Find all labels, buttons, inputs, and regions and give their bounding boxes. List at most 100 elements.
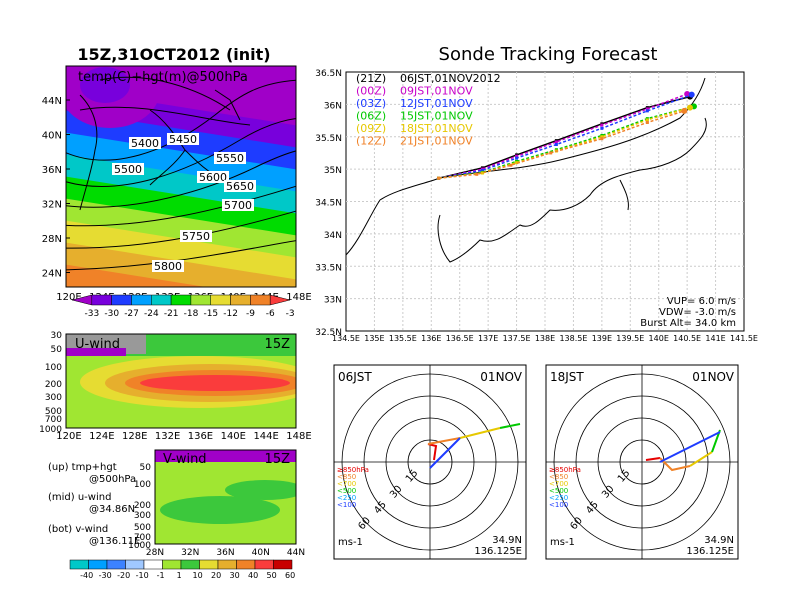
- launch-code: (09Z): [356, 122, 386, 135]
- temp-colorbar-box: [190, 294, 211, 306]
- temp-colorbar-box: [230, 294, 251, 306]
- uwind-lon-tick: 144E: [253, 431, 278, 442]
- track-point: [509, 163, 513, 167]
- polar-legend-item: <100: [337, 501, 356, 509]
- contour-label: 5550: [216, 152, 244, 165]
- contour-label: 5650: [226, 180, 254, 193]
- track-point: [685, 92, 689, 96]
- panel-legend-line: (up) tmp+hgt: [48, 462, 117, 473]
- temp-colorbar-label: -18: [184, 309, 199, 319]
- wind-colorbar-label: 20: [211, 571, 221, 580]
- wind-colorbar-box: [217, 559, 237, 570]
- temp-colorbar-box: [250, 294, 271, 306]
- track-point: [682, 109, 686, 113]
- temp-colorbar-box: [210, 294, 231, 306]
- contour-label-box: [112, 163, 144, 175]
- wind-colorbar-label: -10: [136, 571, 149, 580]
- polar-coord: 136.125E: [686, 546, 734, 557]
- track-point: [554, 143, 558, 147]
- uwind-p-tick: 300: [45, 393, 62, 403]
- vwind-p-tick: 500: [134, 523, 151, 533]
- temp-colorbar-box: [131, 294, 152, 306]
- contour-label: 5600: [199, 171, 227, 184]
- contour-label: 5450: [169, 133, 197, 146]
- wind-colorbar-box: [106, 559, 126, 570]
- wind-colorbar-label: -30: [99, 571, 112, 580]
- track-lon-tick: 137E: [478, 334, 498, 343]
- vwind-frame: [154, 449, 297, 545]
- uwind-label: U-wind: [75, 337, 120, 352]
- left-title: 15Z,31OCT2012 (init): [77, 45, 270, 64]
- vwind-p-tick: 200: [134, 501, 151, 511]
- track-lon-tick: 139.5E: [616, 334, 644, 343]
- wind-colorbar-label: 60: [285, 571, 295, 580]
- lat-tick-label: 24N: [42, 269, 62, 280]
- panel-legend-line: @34.86N: [89, 504, 135, 515]
- polar-time: 18JST: [550, 370, 584, 384]
- track-point: [600, 137, 604, 141]
- contour-label-box: [224, 180, 256, 192]
- track-point: [600, 123, 604, 127]
- wind-colorbar-box: [254, 559, 274, 570]
- panel-legend-line: @500hPa: [89, 474, 136, 485]
- vwind-field: [155, 450, 296, 544]
- coastline-asia: [79, 94, 98, 211]
- uwind-field: [66, 334, 296, 428]
- polar-legend-item: ≥850hPa: [549, 466, 581, 474]
- wind-colorbar-label: 1: [177, 571, 182, 580]
- lat-tick-label: 40N: [42, 131, 62, 142]
- polar-unit: ms-1: [550, 537, 575, 548]
- polar-date: 01NOV: [480, 370, 522, 384]
- uwind-lon-tick: 128E: [122, 431, 147, 442]
- track-point: [480, 171, 484, 175]
- wind-colorbar-label: -40: [80, 571, 93, 580]
- temp-colorbar-box: [111, 294, 132, 306]
- polar-coord: 34.9N: [704, 535, 734, 546]
- launch-code: (21Z): [356, 72, 386, 85]
- track-lat-tick: 35N: [324, 166, 342, 176]
- contour-label-box: [129, 137, 161, 149]
- contour-label: 5400: [131, 137, 159, 150]
- track-point: [645, 121, 649, 125]
- panel-legend-line: (bot) v-wind: [48, 524, 108, 535]
- track-point: [688, 106, 692, 110]
- temp-colorbar-box: [170, 294, 192, 306]
- polar-hodograph: [427, 437, 461, 445]
- polar-legend-item: ≥850hPa: [337, 466, 369, 474]
- polar-legend-item: <700: [337, 480, 356, 488]
- polar-hodograph: [659, 457, 691, 472]
- polar-legend-item: <850: [337, 473, 356, 481]
- wind-colorbar-label: 50: [267, 571, 277, 580]
- temp-colorbar-label: -6: [266, 309, 275, 319]
- wind-colorbar-label: 40: [248, 571, 258, 580]
- uwind-lon-tick: 124E: [89, 431, 114, 442]
- track-point: [645, 118, 649, 122]
- contour-label: 5750: [182, 230, 210, 243]
- height-contour: [66, 79, 296, 161]
- lat-tick-label: 44N: [42, 96, 62, 107]
- track-lat-tick: 33N: [324, 296, 342, 306]
- polar-legend-item: <500: [549, 487, 568, 495]
- track-lon-tick: 140.5E: [673, 334, 701, 343]
- track-point: [600, 135, 604, 139]
- vwind-lat-tick: 32N: [181, 548, 199, 558]
- vwind-p-tick: 100: [134, 480, 151, 490]
- polar-legend-item: <700: [549, 480, 568, 488]
- polar-date: 01NOV: [692, 370, 734, 384]
- lat-tick-label: 36N: [42, 165, 62, 176]
- vwind-time: 15Z: [265, 452, 291, 467]
- vwind-p-tick: 50: [140, 463, 152, 473]
- temp-colorbar-label: -30: [104, 309, 119, 319]
- track-point: [600, 126, 604, 130]
- temp-colorbar-label: -9: [246, 309, 255, 319]
- uwind-lon-tick: 132E: [155, 431, 180, 442]
- track-lon-tick: 136.5E: [446, 334, 474, 343]
- track-lon-tick: 140E: [649, 334, 669, 343]
- temp-colorbar-label: -27: [124, 309, 139, 319]
- track-island: [619, 179, 629, 211]
- temp-colorbar-label: -21: [164, 309, 179, 319]
- vwind-p-tick: 1000: [128, 541, 151, 551]
- track-lon-tick: 137.5E: [503, 334, 531, 343]
- track-point: [480, 168, 484, 172]
- lon-tick-label: 148E: [286, 292, 311, 303]
